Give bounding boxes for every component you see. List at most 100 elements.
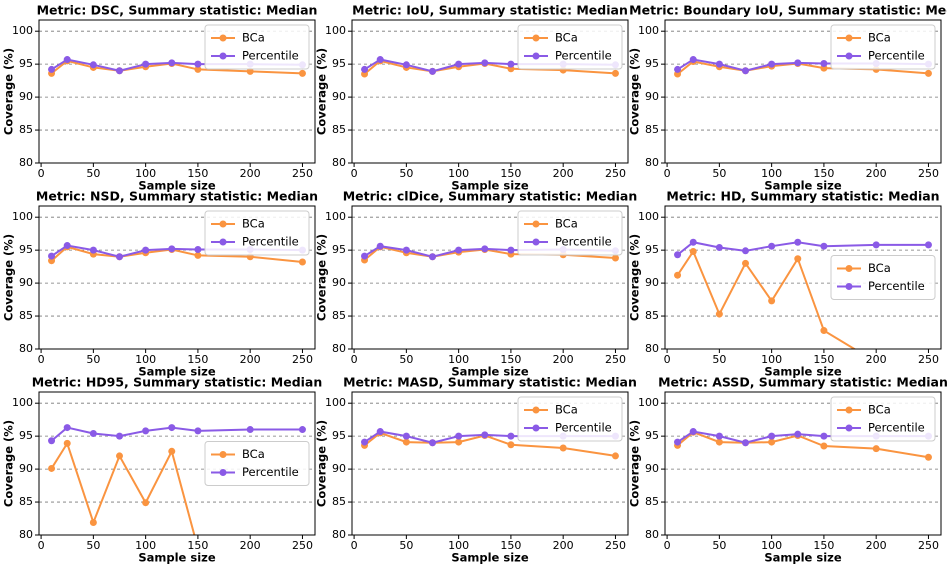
legend-marker — [219, 451, 227, 458]
data-point — [742, 247, 749, 255]
x-tick-label: 0 — [664, 539, 671, 552]
x-tick-label: 0 — [664, 353, 671, 366]
y-tick-label: 95 — [645, 57, 659, 70]
data-point — [715, 438, 723, 446]
data-point — [298, 69, 306, 77]
data-point — [794, 238, 802, 246]
plot-area — [48, 424, 306, 565]
y-tick-label: 100 — [638, 210, 659, 223]
legend-marker — [845, 424, 853, 432]
y-tick-label: 100 — [325, 210, 346, 223]
x-tick-label: 150 — [813, 539, 834, 552]
legend-marker — [219, 469, 227, 476]
y-tick-label: 90 — [332, 90, 346, 103]
panel: Metric: HD, Summary statistic: Median 80 8… — [628, 189, 942, 379]
axes-frame — [351, 19, 629, 164]
x-axis-label: Sample size — [764, 365, 841, 379]
data-point — [794, 430, 802, 438]
y-tick-label: 90 — [332, 462, 346, 475]
x-tick-label: 250 — [605, 353, 626, 366]
legend-label: BCa — [555, 217, 578, 231]
data-point — [742, 439, 749, 447]
data-point — [768, 297, 776, 305]
legend-marker — [532, 52, 540, 60]
legend-label: Percentile — [868, 421, 925, 435]
data-point — [611, 452, 619, 460]
data-point — [768, 432, 776, 440]
legend-label: Percentile — [868, 49, 925, 63]
data-point — [142, 499, 150, 507]
x-tick-label: 250 — [292, 353, 313, 366]
data-point — [611, 254, 619, 262]
x-tick-label: 100 — [761, 167, 782, 180]
data-point — [768, 242, 776, 250]
y-axis-label: Coverage (%) — [2, 234, 16, 321]
y-tick-label: 95 — [19, 429, 33, 442]
x-axis-label: Sample size — [451, 365, 528, 379]
data-point — [742, 67, 749, 75]
x-axis-label: Sample size — [764, 551, 841, 565]
data-point — [63, 56, 71, 64]
y-tick-label: 85 — [19, 309, 33, 322]
legend-marker — [845, 406, 853, 414]
y-axis-label: Coverage (%) — [315, 234, 329, 321]
y-tick-label: 85 — [645, 495, 659, 508]
y-tick-label: 85 — [332, 309, 346, 322]
data-point — [89, 61, 97, 69]
y-tick-label: 90 — [19, 462, 33, 475]
y-tick-label: 80 — [645, 528, 659, 541]
data-point — [689, 247, 697, 255]
y-axis-label: Coverage (%) — [628, 420, 642, 507]
y-tick-label: 80 — [19, 156, 33, 169]
data-point — [89, 246, 97, 254]
data-point — [715, 244, 723, 252]
legend: BCa Percentile — [204, 24, 310, 70]
axes-frame — [38, 391, 316, 536]
y-tick-label: 95 — [332, 243, 346, 256]
data-point — [820, 442, 828, 450]
panel: Metric: clDice, Summary statistic: Media… — [315, 189, 638, 379]
data-point — [361, 65, 369, 73]
legend-label: BCa — [555, 31, 578, 45]
data-point — [455, 60, 463, 68]
legend-box — [830, 24, 936, 70]
legend-marker — [219, 220, 227, 228]
x-tick-label: 200 — [866, 539, 887, 552]
y-tick-label: 85 — [645, 123, 659, 136]
legend-box — [204, 441, 310, 486]
data-point — [455, 438, 463, 446]
data-point — [247, 558, 254, 565]
legend-marker — [532, 424, 540, 432]
legend-marker — [532, 406, 540, 414]
legend-label: BCa — [868, 31, 891, 45]
x-tick-label: 250 — [918, 539, 939, 552]
legend-label: Percentile — [555, 235, 612, 249]
data-point — [820, 242, 828, 250]
x-tick-label: 200 — [240, 353, 261, 366]
x-tick-label: 250 — [605, 167, 626, 180]
data-point — [48, 252, 56, 260]
legend-box — [517, 396, 623, 442]
data-point — [872, 241, 880, 249]
legend-label: Percentile — [242, 465, 299, 479]
axes-frame — [351, 391, 629, 536]
axes-frame — [664, 19, 942, 164]
y-tick-label: 95 — [19, 243, 33, 256]
y-tick-label: 95 — [645, 429, 659, 442]
x-tick-label: 200 — [553, 539, 574, 552]
legend-label: BCa — [868, 261, 891, 275]
data-point — [246, 426, 254, 434]
x-tick-label: 100 — [135, 539, 156, 552]
y-tick-label: 80 — [19, 528, 33, 541]
y-axis-label: Coverage (%) — [315, 420, 329, 507]
y-tick-label: 85 — [19, 495, 33, 508]
axes-frame — [664, 205, 942, 350]
data-point — [674, 271, 682, 279]
data-point — [89, 518, 97, 526]
y-tick-label: 85 — [332, 495, 346, 508]
legend-box — [517, 210, 623, 256]
y-tick-label: 100 — [325, 24, 346, 37]
data-point — [820, 59, 828, 67]
